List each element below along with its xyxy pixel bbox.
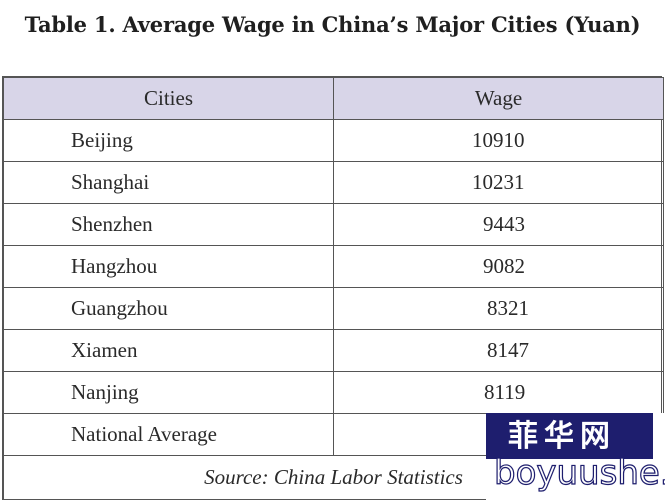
city-cell: Guangzhou: [3, 287, 334, 330]
table-row: Hangzhou 9082: [3, 245, 664, 288]
wage-table-grid: Cities Wage Beijing 10910 Shanghai 10231…: [3, 77, 664, 500]
header-cities: Cities: [3, 77, 334, 120]
city-cell: Shenzhen: [3, 203, 334, 246]
table-row: Xiamen 8147: [3, 329, 664, 372]
wage-cell: 8119: [333, 371, 664, 414]
city-cell: Hangzhou: [3, 245, 334, 288]
wage-cell: 10910: [333, 119, 664, 162]
table-row: Nanjing 8119: [3, 371, 664, 414]
watermark-logo: 菲华网 boyuushe.com: [486, 413, 665, 502]
wage-table: Cities Wage Beijing 10910 Shanghai 10231…: [2, 76, 664, 500]
watermark-url-text: boyuushe.com: [493, 452, 665, 493]
city-cell: Shanghai: [3, 161, 334, 204]
wage-cell: 9443: [333, 203, 664, 246]
table-row: Shenzhen 9443: [3, 203, 664, 246]
city-cell: Beijing: [3, 119, 334, 162]
wage-cell: 8321: [333, 287, 664, 330]
city-cell: Nanjing: [3, 371, 334, 414]
wage-cell: 9082: [333, 245, 664, 288]
watermark-banner: [486, 413, 653, 459]
city-cell: Xiamen: [3, 329, 334, 372]
watermark-chinese-text: 菲华网: [508, 419, 616, 454]
city-cell: National Average: [3, 413, 334, 456]
header-row: Cities Wage: [3, 77, 664, 120]
table-row: Beijing 10910: [3, 119, 664, 162]
table-row: Guangzhou 8321: [3, 287, 664, 330]
header-wage: Wage: [333, 77, 664, 120]
table-title: Table 1. Average Wage in China’s Major C…: [24, 12, 641, 37]
wage-cell: 8147: [333, 329, 664, 372]
wage-cell: 10231: [333, 161, 664, 204]
table-row: Shanghai 10231: [3, 161, 664, 204]
